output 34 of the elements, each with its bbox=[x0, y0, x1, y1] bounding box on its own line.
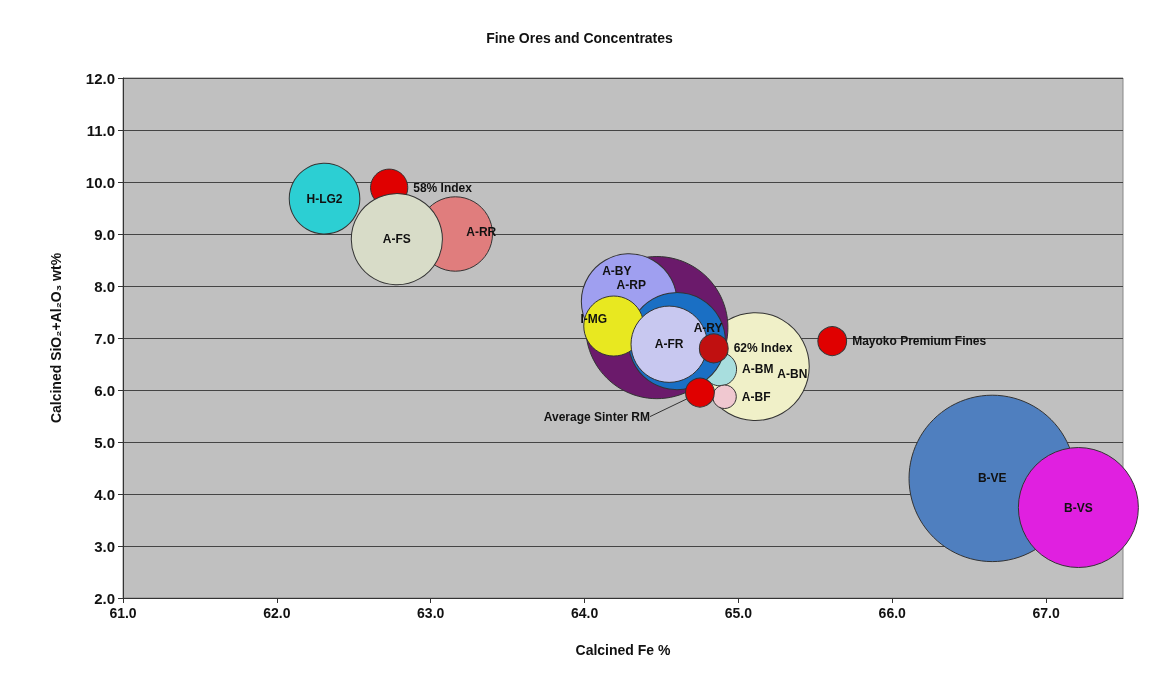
series-label: H-LG2 bbox=[306, 191, 343, 206]
series-label: 62% Index bbox=[733, 341, 793, 356]
y-tick-label: 3.0 bbox=[94, 537, 115, 555]
series-label: 58% Index bbox=[413, 180, 473, 195]
y-tick-label: 2.0 bbox=[94, 589, 115, 607]
x-tick-label: 65.0 bbox=[724, 605, 753, 621]
x-tick-label: 66.0 bbox=[878, 605, 907, 621]
x-axis-title: Calcined Fe % bbox=[575, 642, 672, 658]
x-tick-label: 64.0 bbox=[570, 605, 599, 621]
x-tick-label: 63.0 bbox=[417, 605, 445, 621]
series-label: A-FS bbox=[382, 232, 411, 247]
series-label: A-BF bbox=[741, 389, 771, 404]
series-label: A-RP bbox=[616, 277, 646, 292]
x-tick-label: 62.0 bbox=[263, 605, 291, 621]
x-tick-label: 67.0 bbox=[1032, 605, 1060, 621]
series-label: A-BN bbox=[777, 366, 808, 381]
text: Average Sinter RM bbox=[543, 409, 651, 424]
y-axis-title: Calcined SiO₂+Al₂O₃ wt% bbox=[48, 252, 64, 424]
chart-title: Fine Ores and Concentrates bbox=[486, 30, 674, 46]
y-tick-label: 8.0 bbox=[94, 277, 115, 295]
y-tick-label: 6.0 bbox=[94, 381, 115, 399]
series-label: A-BY bbox=[602, 263, 632, 278]
y-tick-label: 4.0 bbox=[94, 485, 115, 503]
y-tick-label: 11.0 bbox=[86, 121, 115, 139]
series-label: B-VE bbox=[977, 471, 1007, 486]
y-tick-label: 5.0 bbox=[94, 433, 115, 451]
x-tick-label: 61.0 bbox=[109, 605, 137, 621]
y-tick-label: 9.0 bbox=[94, 225, 115, 243]
series-label: A-FR bbox=[654, 337, 684, 352]
y-tick-label: 10.0 bbox=[85, 173, 115, 191]
series-label: B-VS bbox=[1064, 500, 1093, 515]
y-tick-label: 7.0 bbox=[94, 329, 115, 347]
y-tick-label: 12.0 bbox=[85, 69, 115, 87]
series-label: A-BM bbox=[742, 362, 774, 377]
